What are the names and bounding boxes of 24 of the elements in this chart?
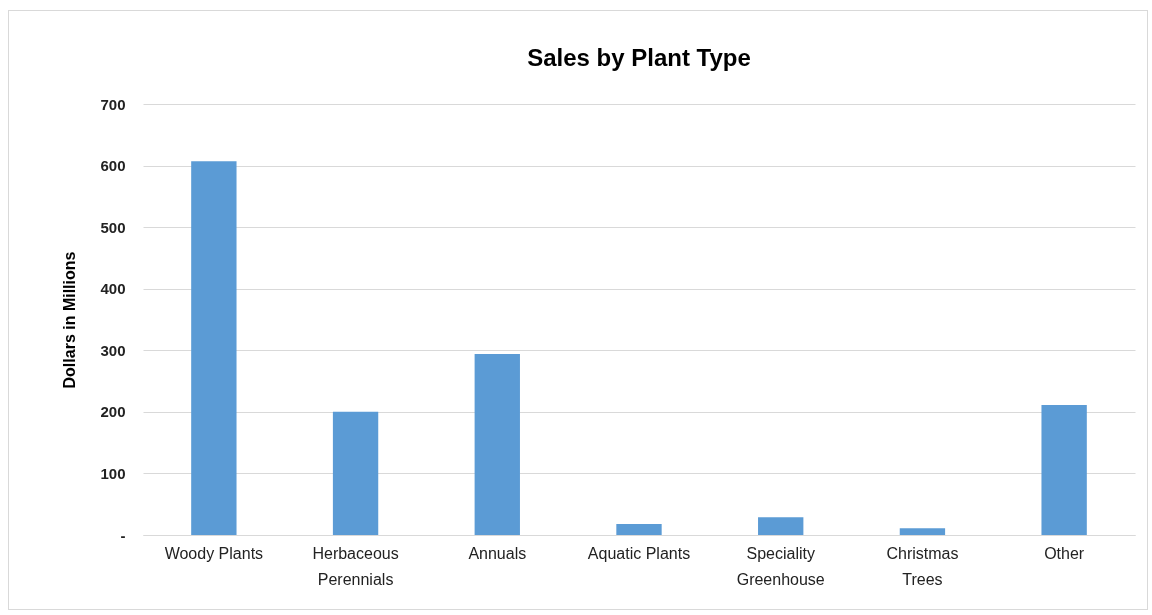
bar [616, 523, 662, 535]
y-tick-label: - [120, 526, 126, 544]
x-tick-label: Annuals [468, 544, 527, 562]
bar [899, 528, 946, 535]
x-tick-label: Aquatic Plants [587, 544, 691, 562]
x-tick-label: Other [1044, 544, 1085, 562]
y-tick-label: 100 [100, 464, 126, 482]
x-tick-label: Speciality Greenhouse [736, 544, 825, 588]
y-tick-label: 600 [100, 157, 126, 175]
y-tick-label: 500 [100, 218, 126, 236]
chart-title: Sales by Plant Type [527, 44, 751, 71]
y-tick-label: 200 [100, 403, 126, 421]
bar [191, 161, 237, 535]
bar [474, 353, 520, 535]
bar [1041, 405, 1087, 535]
x-tick-label: Herbaceous Perennials [312, 544, 399, 588]
y-tick-label: 300 [100, 341, 126, 359]
y-tick-label: 400 [100, 280, 126, 298]
x-tick-label: Woody Plants [164, 544, 264, 562]
y-tick-label: 700 [100, 95, 126, 113]
bar [332, 411, 379, 535]
y-axis-title: Dollars in Millions [61, 251, 79, 389]
bar [758, 517, 804, 535]
x-tick-label: Christmas Trees [886, 544, 959, 588]
